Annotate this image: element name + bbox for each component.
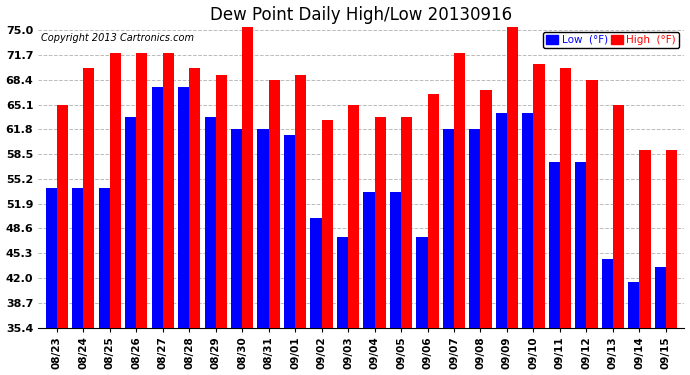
Bar: [57, 105, 68, 327]
Bar: [454, 53, 465, 327]
Bar: [189, 68, 200, 327]
Bar: [496, 113, 507, 327]
Bar: [310, 218, 322, 327]
Bar: [257, 129, 268, 327]
Bar: [163, 53, 174, 327]
Bar: [533, 64, 544, 327]
Bar: [284, 135, 295, 327]
Bar: [629, 282, 640, 327]
Bar: [586, 80, 598, 327]
Bar: [469, 129, 480, 327]
Bar: [295, 75, 306, 327]
Bar: [204, 117, 216, 327]
Bar: [152, 87, 163, 327]
Bar: [401, 117, 412, 327]
Bar: [507, 23, 518, 327]
Bar: [443, 129, 454, 327]
Bar: [72, 188, 83, 327]
Bar: [428, 94, 439, 327]
Bar: [83, 68, 95, 327]
Bar: [99, 188, 110, 327]
Text: Copyright 2013 Cartronics.com: Copyright 2013 Cartronics.com: [41, 33, 195, 42]
Bar: [178, 87, 189, 327]
Bar: [549, 162, 560, 327]
Bar: [375, 117, 386, 327]
Bar: [322, 120, 333, 327]
Bar: [348, 105, 359, 327]
Bar: [337, 237, 348, 327]
Bar: [416, 237, 428, 327]
Bar: [666, 150, 677, 327]
Bar: [216, 75, 227, 327]
Bar: [575, 162, 586, 327]
Legend: Low  (°F), High  (°F): Low (°F), High (°F): [543, 32, 679, 48]
Bar: [231, 129, 242, 327]
Bar: [110, 53, 121, 327]
Bar: [136, 53, 147, 327]
Bar: [268, 80, 279, 327]
Bar: [242, 23, 253, 327]
Bar: [602, 259, 613, 327]
Bar: [480, 90, 491, 327]
Bar: [390, 192, 401, 327]
Bar: [46, 188, 57, 327]
Bar: [125, 117, 136, 327]
Bar: [655, 267, 666, 327]
Title: Dew Point Daily High/Low 20130916: Dew Point Daily High/Low 20130916: [210, 6, 513, 24]
Bar: [560, 68, 571, 327]
Bar: [364, 192, 375, 327]
Bar: [640, 150, 651, 327]
Bar: [522, 113, 533, 327]
Bar: [613, 105, 624, 327]
